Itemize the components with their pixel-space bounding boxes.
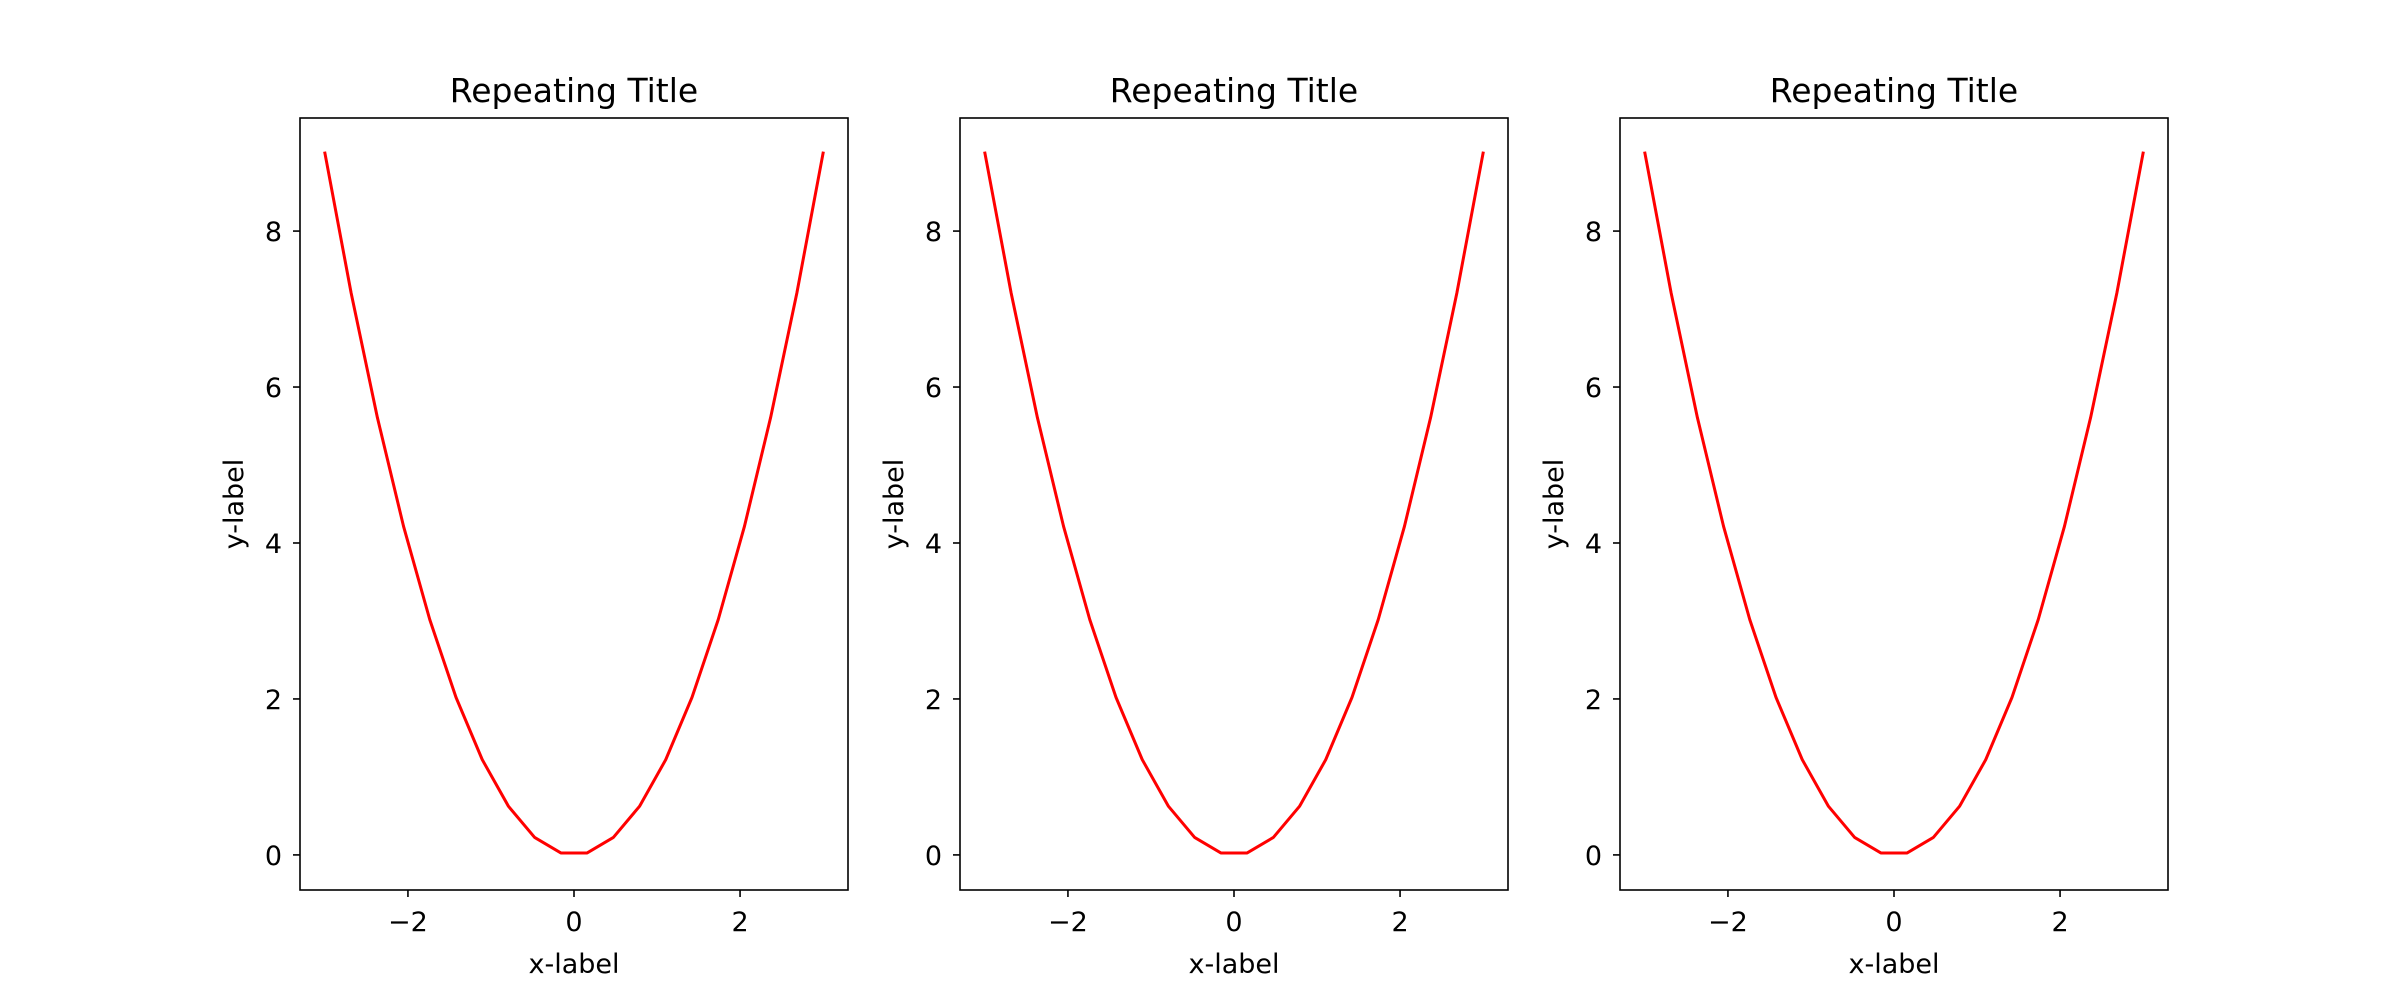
y-tick-label: 8 <box>265 217 282 248</box>
x-tick-label: 0 <box>1225 907 1242 938</box>
y-axis-label: y-label <box>219 459 250 550</box>
axes-frame <box>959 117 1509 891</box>
y-tick-label: 4 <box>925 529 942 560</box>
x-tick-label: −2 <box>1708 907 1748 938</box>
y-tick-label: 0 <box>265 841 282 872</box>
y-tick-label: 2 <box>265 685 282 716</box>
y-tick-label: 8 <box>925 217 942 248</box>
y-tick-label: 0 <box>925 841 942 872</box>
x-tick-label: −2 <box>1048 907 1088 938</box>
chart-title: Repeating Title <box>450 71 698 110</box>
x-axis-label: x-label <box>528 949 619 980</box>
x-tick-label: 2 <box>731 907 748 938</box>
y-tick-label: 2 <box>1585 685 1602 716</box>
x-axis-label: x-label <box>1188 949 1279 980</box>
axes-frame <box>299 117 849 891</box>
series-line-1 <box>983 151 1485 855</box>
y-tick-label: 6 <box>925 373 942 404</box>
y-tick-label: 4 <box>265 529 282 560</box>
series-line-1 <box>1643 151 2145 855</box>
x-tick-label: 0 <box>565 907 582 938</box>
y-tick-label: 6 <box>265 373 282 404</box>
subplot-3: −2 0 2 0 2 4 6 8 Repeating Title x-label y-label <box>1539 71 2169 980</box>
chart-title: Repeating Title <box>1770 71 2018 110</box>
axes-frame <box>1619 117 2169 891</box>
y-tick-label: 2 <box>925 685 942 716</box>
subplot-2: −2 0 2 0 2 4 6 8 Repeating Title x-label y-label <box>879 71 1509 980</box>
x-axis-label: x-label <box>1848 949 1939 980</box>
subplot-1: −2 0 2 0 2 4 6 8 Repeating Title x-label y-label <box>219 71 849 980</box>
series-line-1 <box>323 151 825 855</box>
y-tick-label: 4 <box>1585 529 1602 560</box>
chart-title: Repeating Title <box>1110 71 1358 110</box>
x-tick-label: 2 <box>2051 907 2068 938</box>
y-tick-label: 0 <box>1585 841 1602 872</box>
x-tick-label: 2 <box>1391 907 1408 938</box>
y-axis-label: y-label <box>879 459 910 550</box>
x-tick-label: −2 <box>388 907 428 938</box>
x-tick-label: 0 <box>1885 907 1902 938</box>
y-tick-label: 8 <box>1585 217 1602 248</box>
y-axis-label: y-label <box>1539 459 1570 550</box>
y-tick-label: 6 <box>1585 373 1602 404</box>
